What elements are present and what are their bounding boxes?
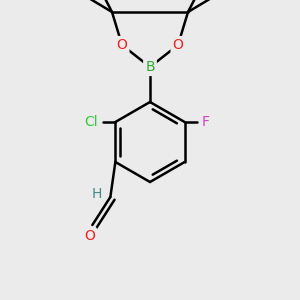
Text: F: F — [202, 115, 210, 129]
Text: O: O — [172, 38, 183, 52]
Text: Cl: Cl — [85, 115, 98, 129]
Text: O: O — [84, 229, 95, 243]
Text: H: H — [92, 187, 102, 201]
Text: B: B — [145, 60, 155, 74]
Text: O: O — [117, 38, 128, 52]
